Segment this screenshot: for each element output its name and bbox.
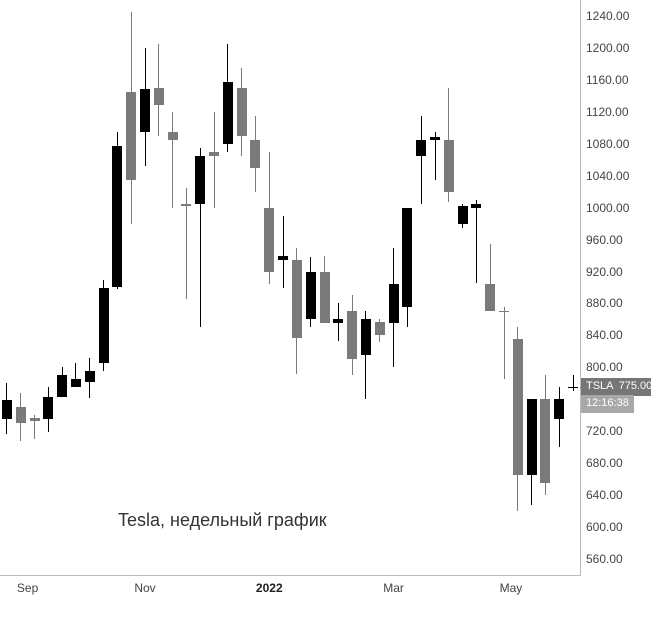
y-tick-label: 800.00 bbox=[586, 360, 623, 374]
plot-area bbox=[0, 0, 581, 576]
y-tick-label: 1240.00 bbox=[586, 9, 629, 23]
candle-body bbox=[85, 371, 95, 381]
chart-caption: Tesla, недельный график bbox=[118, 510, 327, 531]
y-tick-label: 680.00 bbox=[586, 456, 623, 470]
x-tick-label: Nov bbox=[134, 581, 155, 595]
candle-body bbox=[389, 284, 399, 324]
y-tick-label: 1120.00 bbox=[586, 105, 629, 119]
candle-body bbox=[140, 89, 150, 131]
ticker-symbol: TSLA bbox=[586, 380, 614, 393]
candle-body bbox=[112, 146, 122, 287]
candle-body bbox=[126, 92, 136, 180]
last-price-tag: TSLA 775.00 bbox=[581, 378, 651, 395]
candle-body bbox=[347, 311, 357, 359]
x-tick-label: Sep bbox=[17, 581, 38, 595]
candle-body bbox=[527, 399, 537, 475]
candle-body bbox=[30, 418, 40, 420]
candle-body bbox=[416, 140, 426, 156]
y-tick-label: 1160.00 bbox=[586, 73, 629, 87]
candle-body bbox=[444, 140, 454, 192]
candle-body bbox=[168, 132, 178, 140]
time-value: 12:16:38 bbox=[586, 397, 629, 409]
candle-wick bbox=[214, 112, 215, 208]
x-tick-label: Mar bbox=[383, 581, 404, 595]
candle-body bbox=[485, 284, 495, 312]
y-tick-label: 1000.00 bbox=[586, 201, 629, 215]
y-axis: 560.00600.00640.00680.00720.00760.00800.… bbox=[580, 0, 651, 575]
candle-body bbox=[430, 137, 440, 139]
candle-wick bbox=[504, 307, 505, 379]
y-tick-label: 840.00 bbox=[586, 328, 623, 342]
candle-body bbox=[57, 375, 67, 397]
candle-body bbox=[209, 152, 219, 156]
candle-body bbox=[237, 88, 247, 136]
candle-body bbox=[71, 379, 81, 387]
y-tick-label: 1080.00 bbox=[586, 137, 629, 151]
candle-body bbox=[568, 387, 578, 388]
candle-body bbox=[223, 82, 233, 143]
last-price-value: 775.00 bbox=[619, 380, 651, 392]
y-tick-label: 960.00 bbox=[586, 233, 623, 247]
y-tick-label: 640.00 bbox=[586, 488, 623, 502]
y-tick-label: 600.00 bbox=[586, 520, 623, 534]
candle-body bbox=[375, 322, 385, 336]
candle-body bbox=[361, 319, 371, 355]
candle-body bbox=[320, 272, 330, 324]
candle-body bbox=[16, 407, 26, 423]
candle-body bbox=[471, 204, 481, 208]
y-tick-label: 1040.00 bbox=[586, 169, 629, 183]
candle-wick bbox=[283, 216, 284, 288]
last-price-tick bbox=[580, 387, 584, 388]
candle-body bbox=[513, 339, 523, 475]
candle-body bbox=[250, 140, 260, 168]
candle-body bbox=[292, 260, 302, 338]
y-tick-label: 920.00 bbox=[586, 265, 623, 279]
candle-body bbox=[278, 256, 288, 260]
candle-body bbox=[264, 208, 274, 272]
candlestick-chart: 560.00600.00640.00680.00720.00760.00800.… bbox=[0, 0, 651, 619]
candle-body bbox=[306, 272, 316, 320]
x-tick-label: May bbox=[500, 581, 523, 595]
candle-body bbox=[458, 206, 468, 224]
candle-body bbox=[554, 399, 564, 419]
candle-body bbox=[499, 311, 509, 312]
x-tick-label: 2022 bbox=[256, 581, 283, 595]
candle-wick bbox=[476, 200, 477, 284]
candle-body bbox=[99, 288, 109, 364]
y-tick-label: 720.00 bbox=[586, 424, 623, 438]
y-tick-label: 1200.00 bbox=[586, 41, 629, 55]
candle-wick bbox=[573, 375, 574, 391]
candle-body bbox=[333, 319, 343, 323]
candle-body bbox=[181, 204, 191, 206]
x-axis: Sep Nov 2022 Mar May bbox=[0, 575, 580, 619]
candle-body bbox=[540, 399, 550, 483]
candle-wick bbox=[421, 116, 422, 204]
y-tick-label: 560.00 bbox=[586, 552, 623, 566]
y-tick-label: 880.00 bbox=[586, 296, 623, 310]
candle-body bbox=[195, 156, 205, 204]
time-tag: 12:16:38 bbox=[581, 395, 634, 412]
candle-wick bbox=[172, 112, 173, 208]
candle-body bbox=[43, 397, 53, 419]
candle-body bbox=[2, 400, 12, 419]
candle-body bbox=[154, 88, 164, 106]
candle-body bbox=[402, 208, 412, 308]
